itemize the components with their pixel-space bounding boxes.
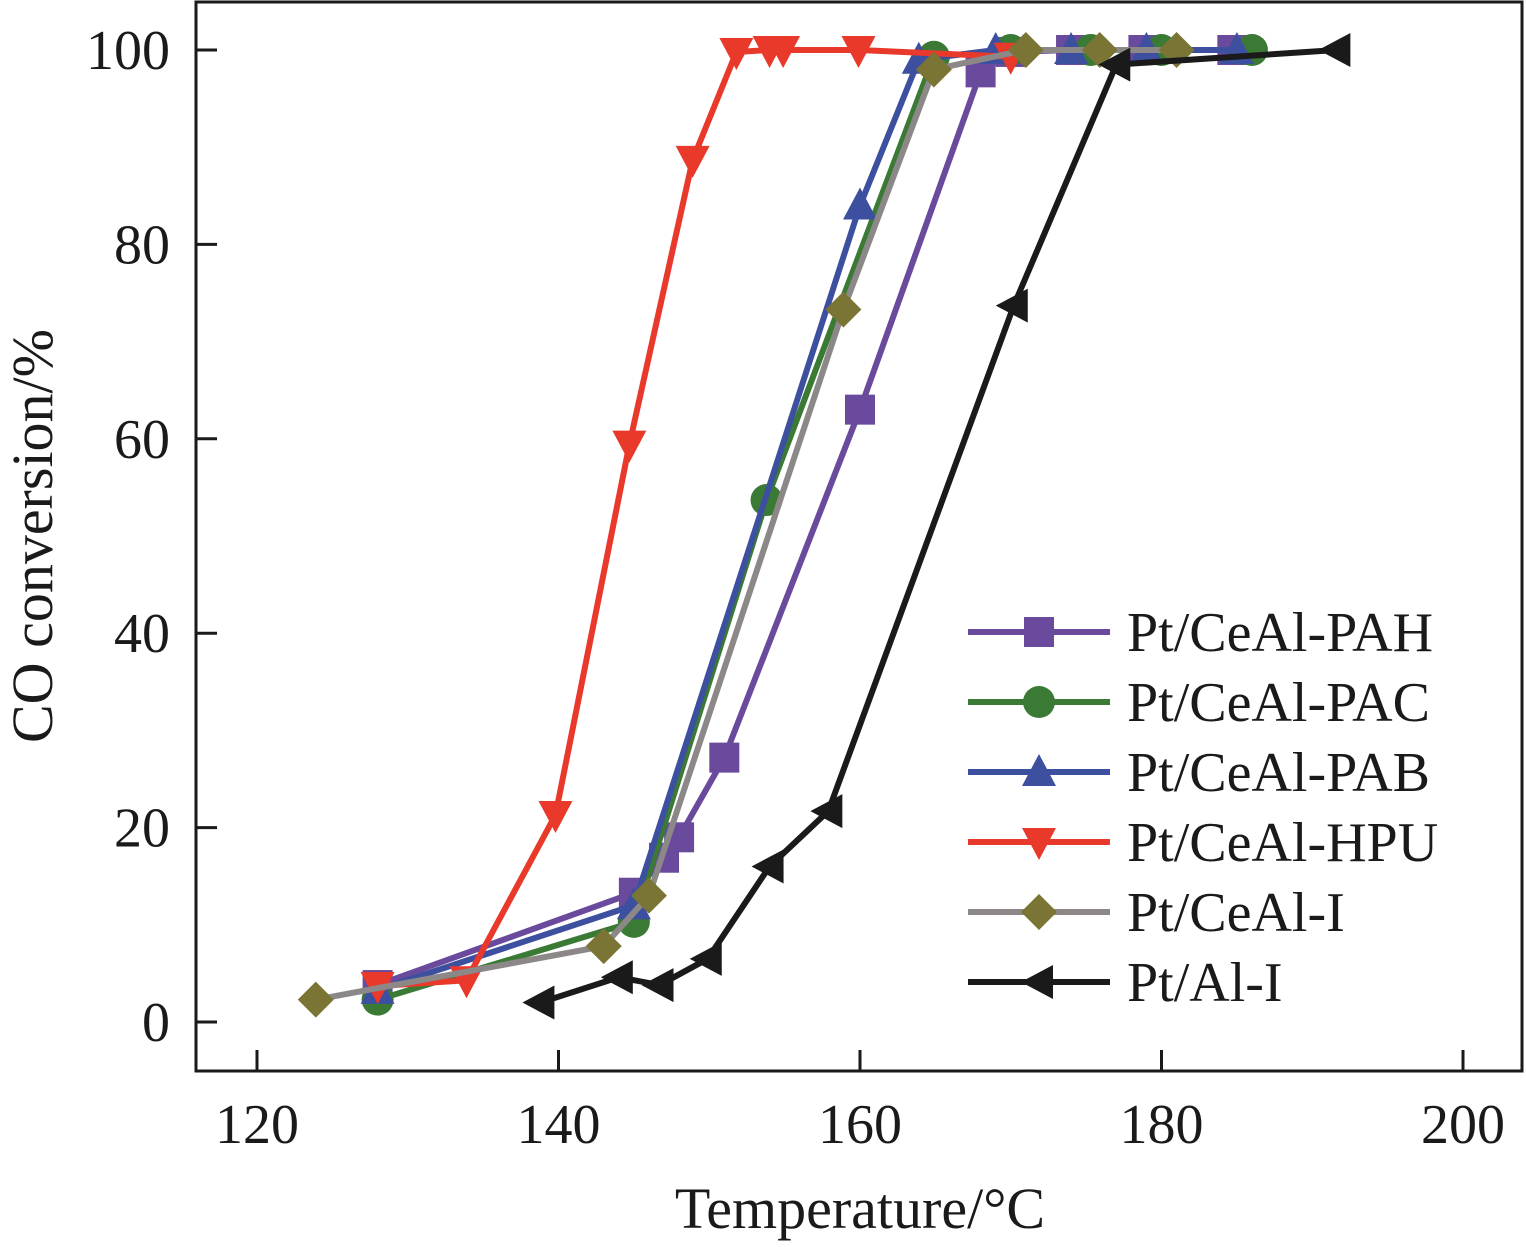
legend-item: Pt/Al-I [968,952,1283,1014]
legend-item: Pt/CeAl-HPU [968,812,1438,874]
legend-marker [1021,894,1057,930]
data-point [1318,33,1351,67]
legend-label: Pt/CeAl-I [1127,882,1345,944]
axis-ticks: 120 140 160 180 200 0 20 40 60 80 100 [86,20,1505,1156]
series-line [376,47,1237,993]
data-point [1098,47,1131,82]
legend-item: Pt/CeAl-I [968,882,1345,944]
legend-label: Pt/CeAl-HPU [1127,812,1438,874]
legend-marker [1023,686,1055,718]
data-point [538,800,573,833]
legend-label: Pt/CeAl-PAH [1127,602,1433,664]
data-point [585,928,622,965]
data-point [689,941,722,976]
data-point [630,877,667,914]
data-point [616,887,651,920]
data-point [810,794,843,829]
series-pt-ceal-hpu [360,36,1028,1005]
y-tick-label: 0 [142,992,170,1054]
series-line [315,47,1177,1003]
y-tick-label: 60 [114,409,170,471]
x-tick-label: 140 [517,1094,601,1156]
legend-label: Pt/CeAl-PAC [1127,672,1430,734]
legend-item: Pt/CeAl-PAH [968,602,1433,664]
legend-marker [1022,754,1056,786]
x-axis-label: Temperature/°C [675,1176,1045,1241]
data-point [841,36,876,68]
data-point [297,981,334,1018]
x-tick-label: 200 [1421,1094,1505,1156]
data-point [843,187,877,220]
data-point [751,849,784,884]
y-axis-label: CO conversion/% [0,329,65,743]
legend-label: Pt/Al-I [1127,952,1283,1014]
y-tick-label: 40 [114,603,170,665]
data-point [612,430,647,463]
legend-marker [1022,828,1056,860]
series-pt-al-i [522,33,1351,1020]
legend-label: Pt/CeAl-PAB [1127,742,1430,804]
data-point [600,960,633,995]
data-point [825,291,862,328]
series-group [297,32,1351,1020]
series-pt-ceal-i [297,32,1195,1018]
legend-item: Pt/CeAl-PAC [968,672,1430,734]
data-point [641,968,674,1003]
legend: Pt/CeAl-PAH Pt/CeAl-PAC Pt/CeAl-PAB Pt/CeAl… [968,602,1438,1014]
x-tick-label: 160 [818,1094,902,1156]
x-tick-label: 120 [215,1094,299,1156]
series-pt-ceal-pah [362,35,1248,1001]
y-tick-label: 20 [114,798,170,860]
data-point [522,985,555,1020]
y-tick-label: 100 [86,20,170,82]
data-point [719,37,754,70]
data-point [709,742,740,773]
y-tick-label: 80 [114,214,170,276]
data-point [995,288,1028,323]
data-point [1081,32,1118,68]
data-point [1007,32,1044,68]
legend-marker [1021,965,1053,999]
data-point [766,36,801,68]
legend-marker [1024,617,1054,647]
data-point [845,394,875,425]
legend-item: Pt/CeAl-PAB [968,742,1430,804]
series-line [377,47,1011,990]
data-point [675,145,710,178]
data-point [915,51,952,88]
x-tick-label: 180 [1120,1094,1204,1156]
series-pt-ceal-pab [360,32,1254,1004]
